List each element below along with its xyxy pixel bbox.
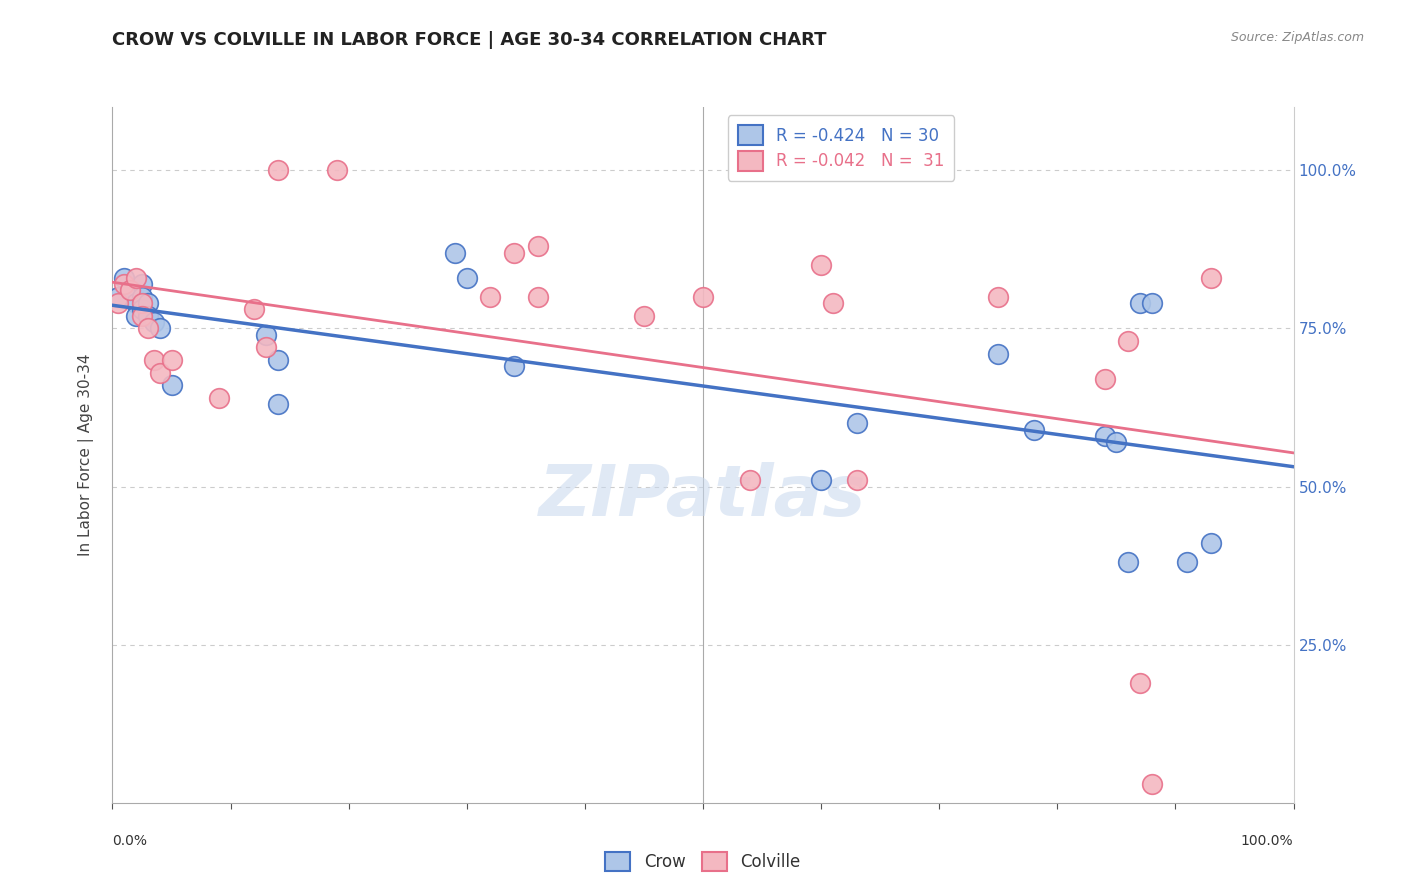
- Point: [112, 277, 135, 292]
- Point: [243, 302, 266, 317]
- Point: [125, 270, 148, 285]
- Point: [131, 309, 153, 323]
- Point: [112, 270, 135, 285]
- Point: [526, 239, 548, 253]
- Point: [1105, 435, 1128, 450]
- Point: [254, 327, 277, 342]
- Point: [120, 284, 142, 298]
- Point: [1175, 556, 1198, 570]
- Text: 100.0%: 100.0%: [1241, 834, 1294, 848]
- Point: [692, 290, 714, 304]
- Point: [120, 284, 142, 298]
- Point: [131, 290, 153, 304]
- Point: [142, 353, 165, 368]
- Y-axis label: In Labor Force | Age 30-34: In Labor Force | Age 30-34: [77, 353, 94, 557]
- Point: [479, 290, 502, 304]
- Point: [131, 296, 153, 310]
- Point: [149, 321, 172, 335]
- Point: [131, 302, 153, 317]
- Point: [845, 473, 868, 487]
- Point: [444, 245, 467, 260]
- Point: [1094, 429, 1116, 443]
- Point: [107, 296, 129, 310]
- Point: [1129, 296, 1152, 310]
- Point: [107, 290, 129, 304]
- Point: [633, 309, 655, 323]
- Point: [131, 277, 153, 292]
- Point: [845, 417, 868, 431]
- Point: [267, 397, 290, 411]
- Point: [1199, 536, 1222, 550]
- Point: [987, 290, 1010, 304]
- Point: [740, 473, 762, 487]
- Point: [1094, 372, 1116, 386]
- Point: [208, 391, 231, 405]
- Point: [136, 296, 159, 310]
- Point: [149, 366, 172, 380]
- Point: [1199, 270, 1222, 285]
- Point: [267, 163, 290, 178]
- Point: [125, 296, 148, 310]
- Text: ZIPatlas: ZIPatlas: [540, 462, 866, 531]
- Point: [1140, 777, 1163, 791]
- Point: [326, 163, 349, 178]
- Point: [526, 290, 548, 304]
- Point: [1116, 556, 1139, 570]
- Point: [1129, 675, 1152, 690]
- Point: [136, 321, 159, 335]
- Point: [810, 473, 832, 487]
- Point: [142, 315, 165, 329]
- Text: Source: ZipAtlas.com: Source: ZipAtlas.com: [1230, 31, 1364, 45]
- Point: [1022, 423, 1045, 437]
- Legend: Crow, Colville: Crow, Colville: [599, 846, 807, 878]
- Point: [1116, 334, 1139, 348]
- Point: [810, 258, 832, 272]
- Point: [160, 378, 183, 392]
- Point: [160, 353, 183, 368]
- Point: [503, 245, 526, 260]
- Point: [503, 359, 526, 374]
- Text: CROW VS COLVILLE IN LABOR FORCE | AGE 30-34 CORRELATION CHART: CROW VS COLVILLE IN LABOR FORCE | AGE 30…: [112, 31, 827, 49]
- Point: [1140, 296, 1163, 310]
- Point: [254, 340, 277, 354]
- Point: [456, 270, 478, 285]
- Point: [267, 353, 290, 368]
- Text: 0.0%: 0.0%: [112, 834, 148, 848]
- Point: [987, 347, 1010, 361]
- Point: [125, 309, 148, 323]
- Point: [821, 296, 844, 310]
- Point: [136, 309, 159, 323]
